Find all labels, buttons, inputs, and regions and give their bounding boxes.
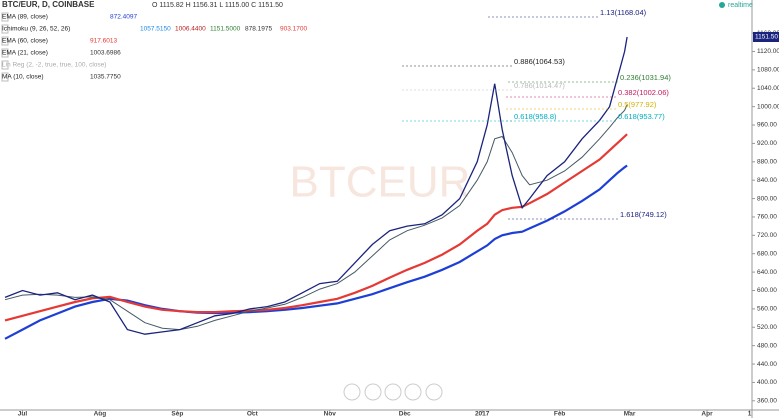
legend-name: EMA (89, close) [2,14,48,21]
x-tick-label: Jul [18,411,28,418]
btn-zoom-out[interactable] [364,383,382,401]
x-tick-label: Apr [701,411,713,418]
y-tick-label: 640.00 [757,269,777,276]
btn-left[interactable] [343,383,361,401]
btn-reset[interactable] [384,383,402,401]
legend-box [1,48,9,58]
legend-name: EMA (60, close) [2,38,48,45]
legend-value: 1035.7750 [90,74,121,81]
y-tick-label: 840.00 [757,177,777,184]
series-line [4,36,628,335]
annotation: 0.382(1002.06) [618,88,669,97]
x-tick-label: Feb [554,411,566,418]
status: realtime [728,2,753,9]
y-tick-label: 960.00 [757,122,777,129]
legend-value: 872.4097 [110,14,137,21]
x-tick-label: Nov [324,411,337,418]
legend-box [1,24,9,34]
x-tick-label: Aug [94,411,107,418]
y-tick-label: 400.00 [757,379,777,386]
status-dot [719,2,725,8]
annotation: 0.786(1014.47) [514,81,565,90]
annotation: 1.13(1168.04) [600,8,647,17]
annotation: 1.618(749.12) [620,210,667,219]
y-tick-label: 360.00 [757,398,777,405]
last-price-box [753,32,779,43]
y-tick-label: 680.00 [757,250,777,257]
y-tick-label: 1080.00 [757,67,779,74]
ohlc: O 1115.82 H 1156.31 L 1115.00 C 1151.50 [152,2,283,9]
x-tick-label: Sep [171,411,183,418]
x-tick-label: Mar [624,411,636,418]
series-line [4,133,628,322]
y-tick-label: 480.00 [757,342,777,349]
y-tick-label: 920.00 [757,140,777,147]
chart-title: BTC/EUR, D, COINBASE [2,0,95,9]
legend-box [1,36,9,46]
y-tick-label: 560.00 [757,306,777,313]
y-tick-label: 880.00 [757,159,777,166]
y-tick-label: 520.00 [757,324,777,331]
y-tick-label: 1120.00 [757,48,779,55]
legend-box [1,72,9,82]
y-tick-label: 1000.00 [757,103,779,110]
watermark: BTCEUR [290,158,471,207]
legend-value: 1057.5150 [140,26,171,33]
last-price: 1151.50 [755,34,778,41]
legend-value: 917.6013 [90,38,117,45]
btn-right[interactable] [425,383,443,401]
y-tick-label: 1040.00 [757,85,779,92]
legend-value: 1003.6986 [90,50,121,57]
legend-box [1,60,9,70]
legend-value: 903.1700 [280,26,307,33]
toolbar [343,383,443,401]
annotation: 0.5(977.92) [618,100,657,109]
x-tick-label: Dec [399,411,411,418]
x-tick-label: Oct [247,411,259,418]
series-line [4,104,628,331]
legend-name: Ichimoku (9, 26, 52, 26) [2,26,70,33]
legend-value: 878.1975 [245,26,272,33]
y-tick-label: 440.00 [757,361,777,368]
y-tick-label: 720.00 [757,232,777,239]
annotation: 0.886(1064.53) [514,57,565,66]
x-tick-label: 1 [748,411,752,418]
legend-name: MA (10, close) [2,74,44,81]
annotation: 0.236(1031.94) [620,73,671,82]
legend-box [1,12,9,22]
legend-name: EMA (21, close) [2,50,48,57]
legend-value: 1151.5000 [210,26,241,33]
y-tick-label: 600.00 [757,287,777,294]
x-tick-label: 2017 [475,411,490,418]
y-tick-label: 800.00 [757,195,777,202]
y-tick-label: 760.00 [757,214,777,221]
legend-name: Lin Reg (2, -2, true, true, 100, close) [2,62,106,69]
legend-value: 1006.4400 [175,26,206,33]
annotation: 0.618(953.77) [618,112,665,121]
btn-zoom-in[interactable] [404,383,422,401]
annotation: 0.618(958.8) [514,112,557,121]
